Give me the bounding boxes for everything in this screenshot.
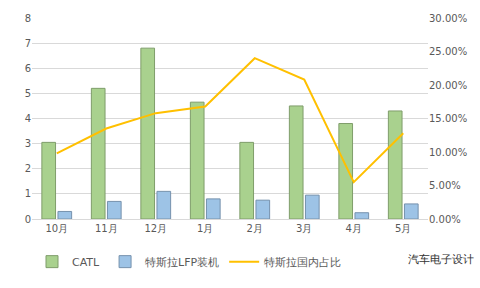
svg-text:5.00%: 5.00% [429, 180, 461, 191]
svg-text:1月: 1月 [197, 223, 213, 234]
svg-text:3: 3 [25, 138, 31, 149]
svg-text:30.00%: 30.00% [429, 13, 467, 24]
svg-text:20.00%: 20.00% [429, 80, 467, 91]
svg-text:5月: 5月 [395, 223, 411, 234]
svg-text:2: 2 [25, 163, 31, 174]
svg-text:CATL: CATL [72, 256, 100, 269]
svg-text:12月: 12月 [144, 223, 167, 234]
svg-text:11月: 11月 [95, 223, 118, 234]
svg-text:4月: 4月 [346, 223, 362, 234]
svg-text:8: 8 [25, 13, 31, 24]
svg-text:10月: 10月 [45, 223, 68, 234]
svg-text:7: 7 [25, 38, 31, 49]
svg-text:特斯拉国内占比: 特斯拉国内占比 [264, 256, 341, 269]
svg-text:6: 6 [25, 63, 31, 74]
svg-text:1: 1 [25, 188, 31, 199]
svg-text:15.00%: 15.00% [429, 113, 467, 124]
svg-text:4: 4 [25, 113, 31, 124]
svg-text:25.00%: 25.00% [429, 46, 467, 57]
svg-text:5: 5 [25, 88, 31, 99]
svg-text:0: 0 [25, 214, 31, 225]
svg-text:2月: 2月 [247, 223, 263, 234]
svg-text:10.00%: 10.00% [429, 147, 467, 158]
svg-text:汽车电子设计: 汽车电子设计 [408, 253, 474, 266]
svg-text:3月: 3月 [296, 223, 312, 234]
svg-text:特斯拉LFP装机: 特斯拉LFP装机 [145, 256, 219, 269]
svg-text:0.00%: 0.00% [429, 214, 461, 225]
